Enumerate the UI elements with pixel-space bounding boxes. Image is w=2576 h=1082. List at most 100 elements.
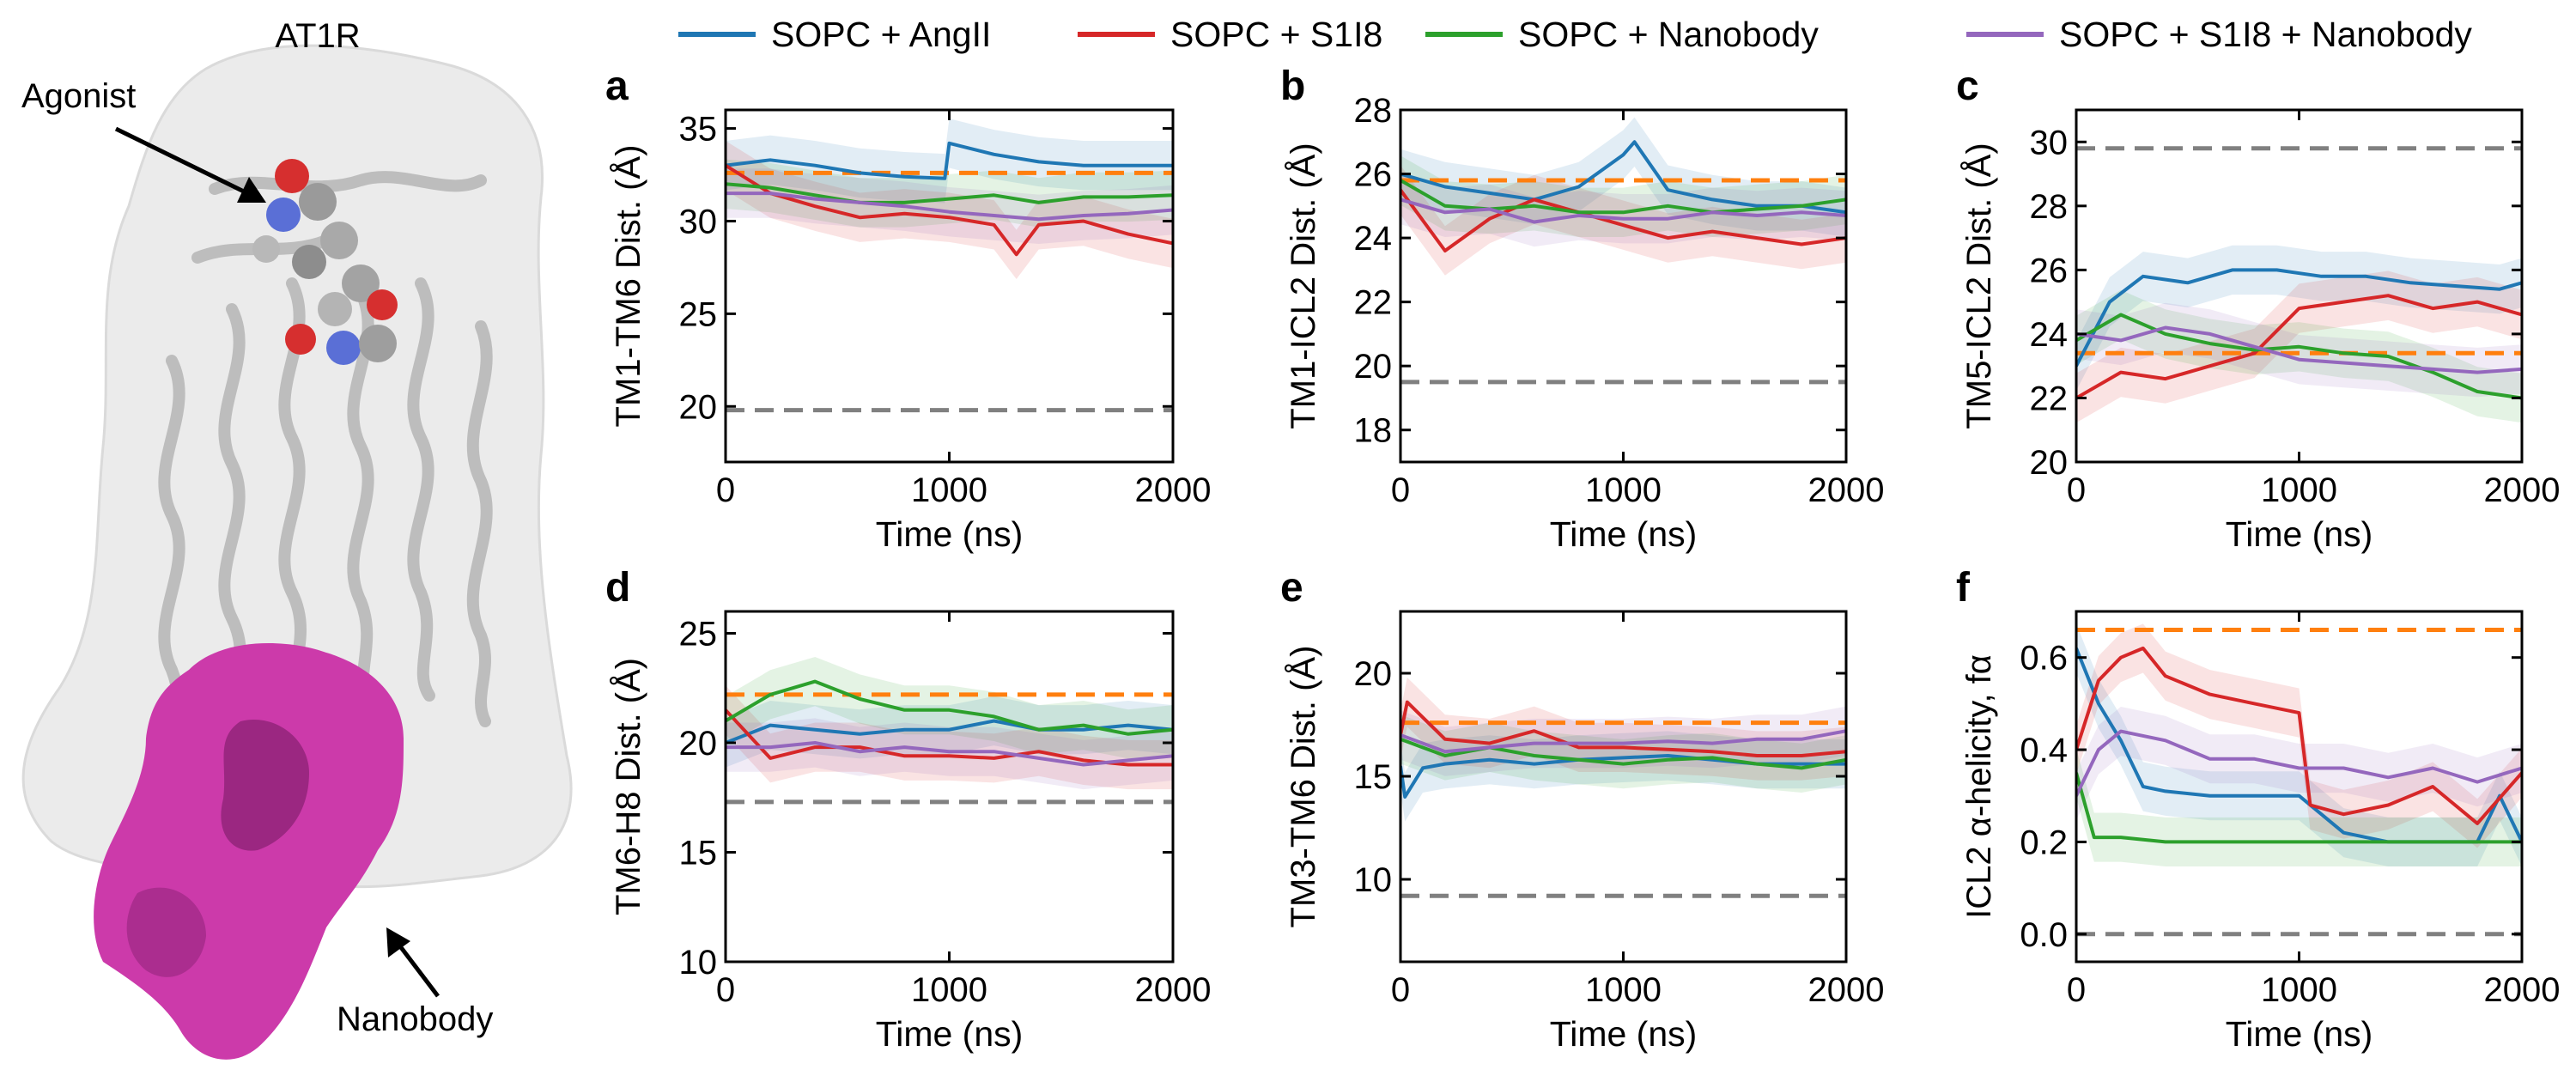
plot-area-a (726, 119, 1173, 413)
y-axis-label-f: ICL2 α-helicity, fα (1960, 654, 1998, 919)
legend-label-1: SOPC + S1I8 (1170, 15, 1382, 54)
series-line-d-2 (726, 679, 1173, 736)
x-axis-label-d: Time (ns) (876, 1014, 1024, 1054)
panel-letter-f: f (1956, 565, 1971, 611)
series-line-d-3 (726, 741, 1173, 767)
legend-item: SOPC + S1I8 + Nanobody (1966, 15, 2472, 54)
y-axis-label-e: TM3-TM6 Dist. (Å) (1284, 646, 1322, 928)
series-line-c-0 (2076, 268, 2522, 368)
y-tick-label-b: 28 (1354, 92, 1393, 130)
x-tick-label-e: 0 (1391, 971, 1410, 1009)
x-tick-label-b: 0 (1391, 471, 1410, 509)
y-tick-label-b: 26 (1354, 156, 1393, 194)
x-axis-label-c: Time (ns) (2226, 514, 2373, 554)
legend-label-3: SOPC + S1I8 + Nanobody (2059, 15, 2472, 54)
agonist-molecule (252, 159, 398, 365)
band-e-2 (1400, 714, 1846, 793)
legend-label-0: SOPC + AngII (771, 15, 991, 54)
y-tick-label-d: 10 (679, 944, 718, 982)
y-tick-label-a: 30 (679, 203, 718, 240)
band-d-1 (726, 685, 1173, 790)
y-axis-label-b: TM1-ICL2 Dist. (Å) (1284, 143, 1322, 429)
x-tick-label-b: 1000 (1585, 471, 1662, 509)
nanobody-label: Nanobody (337, 1000, 493, 1038)
band-a-0 (726, 119, 1173, 204)
series-line-c-3 (2076, 325, 2522, 374)
series-line-b-0 (1400, 140, 1846, 215)
y-tick-label-f: 0.2 (2020, 824, 2068, 861)
agonist-label: Agonist (21, 77, 136, 115)
band-d-0 (726, 696, 1173, 768)
x-tick-label-c: 2000 (2484, 471, 2561, 509)
x-axis-label-a: Time (ns) (876, 514, 1024, 554)
x-tick-label-a: 2000 (1135, 471, 1212, 509)
plot-area-b (1400, 117, 1846, 385)
plot-area-e (1400, 678, 1846, 898)
x-tick-label-e: 2000 (1808, 971, 1885, 1009)
y-tick-label-f: 0.6 (2020, 640, 2068, 678)
x-tick-label-b: 2000 (1808, 471, 1885, 509)
y-tick-label-d: 20 (679, 725, 718, 763)
y-tick-label-b: 22 (1354, 284, 1393, 322)
series-line-a-0 (726, 141, 1173, 180)
panel-c: 0 1000 2000 20 22 24 26 28 30 Time (ns) TM5-ICL2 D… (1956, 64, 2560, 554)
series-line-e-1 (1400, 700, 1846, 757)
band-f-3 (2076, 707, 2522, 821)
panel-letter-c: c (1956, 64, 1979, 109)
x-axis-label-e: Time (ns) (1550, 1014, 1698, 1054)
x-tick-label-c: 0 (2067, 471, 2086, 509)
y-tick-label-e: 15 (1354, 758, 1393, 796)
panel-letter-b: b (1280, 64, 1305, 109)
y-axis-label-c: TM5-ICL2 Dist. (Å) (1959, 143, 1998, 429)
x-tick-label-e: 1000 (1585, 971, 1662, 1009)
x-axis-label-f: Time (ns) (2226, 1014, 2373, 1054)
panel-letter-e: e (1280, 565, 1303, 611)
nanobody-shading-2 (126, 887, 206, 977)
nanobody-arrow (396, 941, 440, 998)
agonist-arrowhead (237, 177, 266, 203)
legend-label-2: SOPC + Nanobody (1518, 15, 1819, 54)
band-c-2 (2076, 289, 2522, 423)
series-line-a-1 (726, 164, 1173, 257)
panel-letter-a: a (605, 64, 629, 109)
y-tick-label-d: 25 (679, 616, 718, 653)
series-line-b-2 (1400, 179, 1846, 215)
band-d-2 (726, 657, 1173, 759)
y-tick-label-c: 30 (2030, 124, 2069, 161)
y-tick-label-a: 35 (679, 111, 718, 149)
series-line-c-1 (2076, 294, 2522, 400)
series-line-f-2 (2076, 772, 2522, 844)
x-tick-label-a: 0 (716, 471, 735, 509)
legend-item: SOPC + AngII (678, 15, 991, 54)
band-c-1 (2076, 270, 2522, 423)
x-tick-label-f: 2000 (2484, 971, 2561, 1009)
nanobody-arrowhead (386, 927, 410, 957)
agonist-arrow (114, 126, 249, 196)
series-line-e-3 (1400, 729, 1846, 754)
series-line-c-2 (2076, 313, 2522, 400)
y-tick-label-a: 20 (679, 388, 718, 426)
y-tick-label-c: 26 (2030, 252, 2069, 289)
y-tick-label-d: 15 (679, 835, 718, 872)
band-d-3 (726, 718, 1173, 790)
y-tick-label-b: 24 (1354, 220, 1393, 258)
y-tick-label-c: 24 (2030, 316, 2069, 354)
band-f-1 (2076, 623, 2522, 848)
y-axis-label-d: TM6-H8 Dist. (Å) (609, 658, 647, 915)
panel-d: 0 1000 2000 10 15 20 25 Time (ns) TM6-H8 Dist. (… (605, 565, 1211, 1054)
y-tick-label-c: 20 (2030, 444, 2069, 482)
protein-illustration: AT1R Agonist Nanobody (21, 17, 573, 1060)
series-line-f-3 (2076, 729, 2522, 797)
y-tick-label-c: 28 (2030, 188, 2069, 226)
y-tick-label-b: 18 (1354, 412, 1393, 450)
band-a-3 (726, 168, 1173, 244)
x-tick-label-c: 1000 (2261, 471, 2337, 509)
series-line-f-1 (2076, 646, 2522, 825)
y-tick-label-a: 25 (679, 295, 718, 333)
x-tick-label-f: 1000 (2261, 971, 2337, 1009)
plot-area-c (2076, 146, 2522, 423)
band-f-0 (2076, 623, 2522, 866)
x-tick-label-a: 1000 (911, 471, 987, 509)
x-tick-label-f: 0 (2067, 971, 2086, 1009)
